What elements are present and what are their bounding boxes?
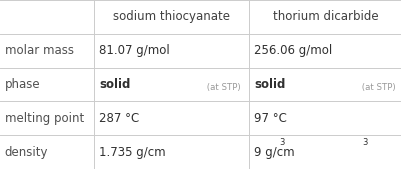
Text: density: density [5,146,48,159]
Text: 256.06 g/mol: 256.06 g/mol [253,44,332,57]
Text: solid: solid [253,78,285,91]
Text: 81.07 g/mol: 81.07 g/mol [99,44,170,57]
Text: sodium thiocyanate: sodium thiocyanate [113,10,230,23]
Text: molar mass: molar mass [5,44,74,57]
Text: 1.735 g/cm: 1.735 g/cm [99,146,166,159]
Text: 97 °C: 97 °C [253,112,286,125]
Text: (at STP): (at STP) [203,83,240,92]
Text: solid: solid [99,78,130,91]
Text: 3: 3 [362,138,367,147]
Text: thorium dicarbide: thorium dicarbide [272,10,377,23]
Text: 9 g/cm: 9 g/cm [253,146,294,159]
Text: phase: phase [5,78,41,91]
Text: 3: 3 [278,138,284,147]
Text: (at STP): (at STP) [358,83,394,92]
Text: 287 °C: 287 °C [99,112,139,125]
Text: melting point: melting point [5,112,84,125]
